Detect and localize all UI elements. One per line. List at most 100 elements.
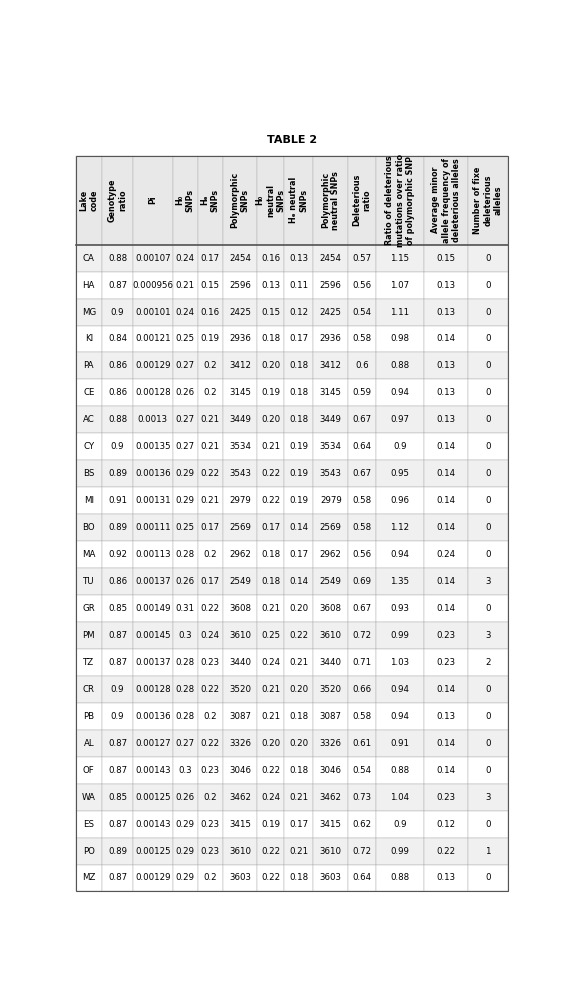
Text: 3462: 3462 [229,793,251,802]
Bar [468,729,508,757]
Bar [172,811,197,838]
Bar [172,703,197,729]
Bar [348,379,376,406]
Bar [348,811,376,838]
Bar [133,649,172,676]
Bar [348,244,376,272]
Bar [102,514,133,541]
Bar [257,784,284,811]
Bar [376,299,424,326]
Bar [222,379,257,406]
Text: 0.15: 0.15 [436,254,456,263]
Bar [222,272,257,299]
Bar [257,299,284,326]
Bar [284,461,314,487]
Bar [133,156,172,244]
Text: 0.27: 0.27 [176,738,195,747]
Text: 0.24: 0.24 [261,793,280,802]
Bar [348,568,376,595]
Text: 0.23: 0.23 [200,658,220,667]
Bar [222,487,257,514]
Text: 2979: 2979 [320,496,341,505]
Bar [314,784,348,811]
Bar [348,434,376,461]
Text: 1.03: 1.03 [390,658,410,667]
Bar [102,299,133,326]
Bar [133,864,172,891]
Text: 1.12: 1.12 [390,523,410,532]
Bar [314,703,348,729]
Bar [257,272,284,299]
Text: 0.17: 0.17 [200,577,220,586]
Text: WA: WA [82,793,96,802]
Bar [222,568,257,595]
Bar [424,514,468,541]
Text: 0.21: 0.21 [176,281,195,290]
Text: 0.58: 0.58 [352,334,372,343]
Bar [314,299,348,326]
Text: 0.13: 0.13 [436,308,456,317]
Text: 2: 2 [485,658,490,667]
Bar [222,676,257,703]
Bar [424,379,468,406]
Bar [197,272,222,299]
Bar [314,299,348,326]
Text: 0.21: 0.21 [261,685,280,694]
Text: 0.13: 0.13 [436,361,456,370]
Bar [284,622,314,649]
Bar [424,729,468,757]
Bar [102,838,133,864]
Text: ES: ES [83,820,94,829]
Bar [424,272,468,299]
Bar [172,784,197,811]
Bar [197,676,222,703]
Bar [348,244,376,272]
Bar [284,352,314,379]
Bar [468,461,508,487]
Text: 0: 0 [485,443,490,452]
Bar [424,379,468,406]
Bar [468,811,508,838]
Bar [314,514,348,541]
Bar [222,864,257,891]
Bar [314,272,348,299]
Bar [257,541,284,568]
Bar [376,379,424,406]
Bar [257,406,284,434]
Text: 0.94: 0.94 [390,550,410,559]
Bar [197,352,222,379]
Bar [376,514,424,541]
Bar [76,379,102,406]
Bar [468,838,508,864]
Text: 0: 0 [485,873,490,882]
Bar [348,461,376,487]
Bar [284,757,314,784]
Text: 0.00129: 0.00129 [135,361,171,370]
Text: 3610: 3610 [320,631,342,640]
Text: 0: 0 [485,361,490,370]
Bar [348,156,376,244]
Text: 0.21: 0.21 [200,415,220,425]
Bar [424,595,468,622]
Bar [197,757,222,784]
Bar [197,487,222,514]
Bar [222,729,257,757]
Bar [376,595,424,622]
Text: 0.58: 0.58 [352,712,372,720]
Bar [133,541,172,568]
Bar [257,568,284,595]
Bar [314,156,348,244]
Bar [424,434,468,461]
Bar [257,757,284,784]
Bar [76,272,102,299]
Bar [284,568,314,595]
Text: 0.86: 0.86 [108,577,127,586]
Text: CY: CY [83,443,94,452]
Bar [257,352,284,379]
Text: 3534: 3534 [320,443,342,452]
Bar [172,406,197,434]
Text: 0.27: 0.27 [176,361,195,370]
Text: 0.23: 0.23 [436,631,456,640]
Bar [257,514,284,541]
Text: 0.17: 0.17 [289,820,308,829]
